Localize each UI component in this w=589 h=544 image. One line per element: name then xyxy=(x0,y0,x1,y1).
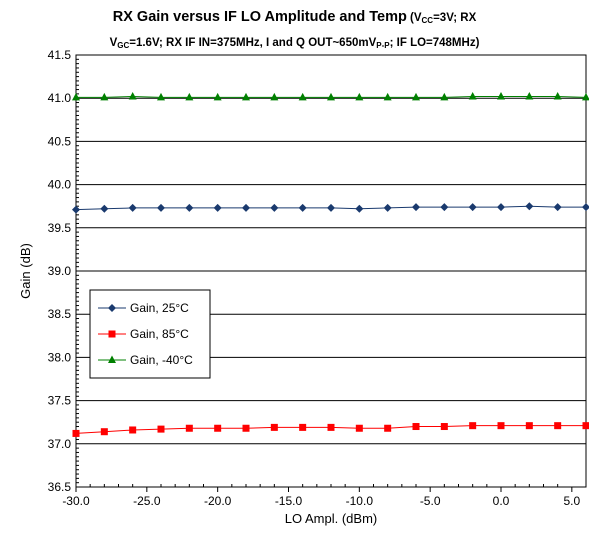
x-tick-label: 0.0 xyxy=(493,494,510,508)
data-point xyxy=(412,92,420,101)
x-tick-label: -15.0 xyxy=(275,494,303,508)
data-point xyxy=(214,424,222,432)
data-point xyxy=(355,92,364,101)
data-point xyxy=(100,428,108,436)
data-point xyxy=(185,424,193,432)
data-point xyxy=(100,204,109,213)
data-point xyxy=(327,92,335,101)
data-point xyxy=(270,92,279,101)
y-tick-label: 40.0 xyxy=(48,178,72,192)
data-point xyxy=(355,424,363,432)
data-point xyxy=(553,203,562,212)
y-tick-label: 41.5 xyxy=(48,48,72,62)
data-point xyxy=(553,91,562,100)
data-point xyxy=(327,203,335,212)
data-point xyxy=(582,422,589,430)
series-2 xyxy=(72,422,589,437)
data-point xyxy=(128,203,137,212)
y-tick-label: 41.0 xyxy=(48,91,72,105)
data-point xyxy=(72,429,80,437)
legend-label: Gain, 85°C xyxy=(130,327,189,341)
y-tick-label: 37.5 xyxy=(48,394,72,408)
data-point xyxy=(213,203,222,212)
data-point xyxy=(468,203,477,212)
data-point xyxy=(384,424,392,432)
y-tick-label: 38.5 xyxy=(48,307,72,321)
data-point xyxy=(554,422,562,430)
y-tick-label: 38.0 xyxy=(48,350,72,364)
data-point xyxy=(242,92,250,101)
data-point xyxy=(242,203,250,212)
data-point xyxy=(157,425,165,433)
data-point xyxy=(270,203,279,212)
legend-item: Gain, 25°C xyxy=(98,301,189,315)
y-tick-label: 40.5 xyxy=(48,134,72,148)
y-tick-label: 39.0 xyxy=(48,264,72,278)
data-point xyxy=(157,92,165,101)
data-point xyxy=(72,92,80,101)
data-point xyxy=(412,423,420,431)
data-point xyxy=(582,92,589,101)
data-point xyxy=(497,91,505,100)
data-point xyxy=(440,92,449,101)
data-point xyxy=(185,92,194,101)
data-point xyxy=(525,422,533,430)
y-tick-label: 36.5 xyxy=(48,480,72,494)
legend-item: Gain, -40°C xyxy=(98,353,193,367)
legend-marker xyxy=(108,304,116,312)
data-point xyxy=(72,205,80,214)
data-point xyxy=(412,203,420,212)
data-point xyxy=(468,91,477,100)
data-point xyxy=(525,202,534,211)
data-point xyxy=(355,204,364,213)
legend-marker xyxy=(108,330,116,338)
x-tick-label: -10.0 xyxy=(346,494,374,508)
series-3 xyxy=(72,91,589,101)
data-point xyxy=(298,92,307,101)
series-group xyxy=(72,91,589,437)
y-axis-label: Gain (dB) xyxy=(18,243,33,299)
data-point xyxy=(440,423,448,431)
data-point xyxy=(298,203,307,212)
legend-marker xyxy=(108,355,116,363)
data-point xyxy=(157,203,165,212)
data-point xyxy=(383,92,392,101)
data-point xyxy=(299,423,307,431)
x-tick-label: -20.0 xyxy=(204,494,232,508)
data-point xyxy=(213,92,222,101)
data-point xyxy=(525,91,534,100)
data-point xyxy=(582,203,589,212)
legend-label: Gain, 25°C xyxy=(130,301,189,315)
gridlines xyxy=(76,54,586,488)
legend: Gain, 25°C Gain, 85°C Gain, -40°C xyxy=(89,289,211,379)
legend-label: Gain, -40°C xyxy=(130,353,193,367)
y-tick-label: 39.5 xyxy=(48,221,72,235)
axis-ticks: 36.5 37.0 37.5 38.0 38.5 39.0 39.5 40.0 40.5 41.0… xyxy=(48,48,581,508)
data-point xyxy=(185,203,194,212)
data-point xyxy=(497,422,505,430)
x-tick-label: -25.0 xyxy=(133,494,161,508)
chart-title: RX Gain versus IF LO Amplitude and Temp … xyxy=(109,9,480,50)
data-point xyxy=(383,203,392,212)
x-tick-label: -5.0 xyxy=(420,494,441,508)
data-point xyxy=(242,424,250,432)
data-point xyxy=(129,426,137,434)
data-point xyxy=(100,92,109,101)
data-point xyxy=(440,203,449,212)
data-point xyxy=(128,91,137,100)
x-tick-label: 5.0 xyxy=(563,494,580,508)
data-point xyxy=(469,422,477,430)
series-1 xyxy=(72,202,589,214)
data-point xyxy=(327,423,335,431)
y-tick-label: 37.0 xyxy=(48,437,72,451)
data-point xyxy=(497,203,505,212)
x-tick-label: -30.0 xyxy=(62,494,90,508)
x-axis-label: LO Ampl. (dBm) xyxy=(285,511,377,526)
data-point xyxy=(270,423,278,431)
legend-item: Gain, 85°C xyxy=(98,327,189,341)
